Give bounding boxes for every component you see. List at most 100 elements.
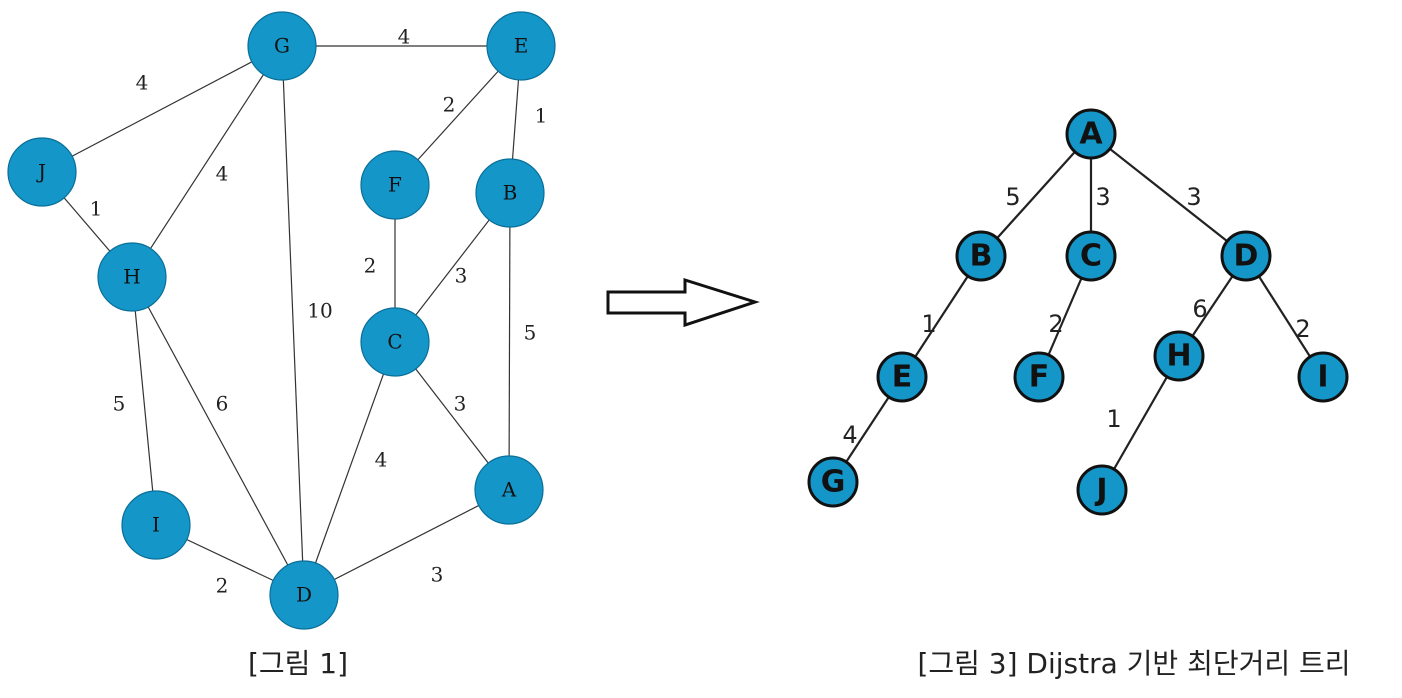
graph1-node-a: A bbox=[474, 455, 544, 525]
graph1-node-c: C bbox=[360, 307, 430, 377]
graph1-node-label: A bbox=[501, 478, 517, 502]
graph3-edge-weight-c-f: 2 bbox=[1048, 310, 1063, 338]
graph1-node-label: G bbox=[274, 34, 290, 58]
graph1-node-label: C bbox=[387, 330, 402, 354]
graph1-edge-g-d bbox=[281, 45, 305, 596]
graph3-node-b: B bbox=[955, 230, 1007, 282]
graph1-edge-weight-h-d: 6 bbox=[216, 392, 229, 416]
graph1-weights: 4 4 4 10 2 1 1 2 3 5 5 6 3 4 2 3 bbox=[90, 25, 548, 598]
graph1-node-circle bbox=[269, 560, 339, 630]
graph3-edge-a-b bbox=[980, 133, 1092, 257]
graph1-node-label: J bbox=[36, 160, 46, 184]
graph3-edge-weight-d-h: 6 bbox=[1192, 295, 1207, 323]
graph3-node-label: H bbox=[1166, 339, 1191, 374]
graph3-node-circle bbox=[807, 456, 859, 508]
graph3-node-circle bbox=[876, 351, 928, 403]
graph3-edge-weight-b-e: 1 bbox=[921, 310, 936, 338]
graph1-node-i: I bbox=[121, 490, 191, 560]
graph1-edge-weight-i-d: 2 bbox=[216, 574, 229, 598]
graph1-node-circle bbox=[474, 455, 544, 525]
graph1-edge-b-a bbox=[508, 192, 511, 491]
graph1-node-b: B bbox=[475, 158, 545, 228]
graph3-node-circle bbox=[1297, 351, 1349, 403]
right-arrow-icon bbox=[606, 277, 760, 328]
graph1-node-circle bbox=[486, 11, 556, 81]
graph1-edge-d-a bbox=[303, 489, 510, 596]
graph3-edge-weight-d-i: 2 bbox=[1295, 315, 1310, 343]
graph1-edge-weight-f-c: 2 bbox=[364, 254, 377, 278]
graph1-node-label: D bbox=[296, 583, 312, 607]
graph1-edge-g-h bbox=[131, 45, 283, 278]
graph1-node-j: J bbox=[7, 137, 77, 207]
graph3-node-label: D bbox=[1234, 239, 1259, 274]
graph3-edge-weight-a-c: 3 bbox=[1095, 183, 1110, 211]
graph1-node-f: F bbox=[360, 150, 430, 220]
graph1-node-d: D bbox=[269, 560, 339, 630]
graph3-node-label: G bbox=[821, 465, 846, 500]
graph1-node-circle bbox=[360, 307, 430, 377]
graph3-node-label: F bbox=[1029, 360, 1050, 395]
graph1-edge-weight-g-e: 4 bbox=[398, 25, 411, 49]
graph3-node-circle bbox=[1065, 108, 1117, 160]
figure3-caption: [그림 3] Dijstra 기반 최단거리 트리 bbox=[917, 647, 1350, 680]
graph3-edge-a-d bbox=[1090, 133, 1247, 257]
graph3-node-label: I bbox=[1317, 360, 1328, 395]
graph3-node-circle bbox=[955, 230, 1007, 282]
graph1-node-circle bbox=[360, 150, 430, 220]
graph3-edges bbox=[832, 133, 1324, 491]
graph1-node-circle bbox=[121, 490, 191, 560]
figure1-caption: [그림 1] bbox=[248, 647, 348, 680]
graph1-edge-weight-g-j: 4 bbox=[136, 71, 149, 95]
graph1-edge-c-d bbox=[303, 341, 396, 596]
graph1-edge-h-d bbox=[131, 276, 305, 596]
graph1-node-g: G bbox=[247, 11, 317, 81]
graph1-edge-weight-g-d: 10 bbox=[307, 299, 332, 323]
graph1-edge-weight-c-d: 4 bbox=[375, 448, 388, 472]
graph1-edge-weight-j-h: 1 bbox=[90, 197, 103, 221]
graph3-node-i: I bbox=[1297, 351, 1349, 403]
graph3-node-circle bbox=[1065, 230, 1117, 282]
graph3-node-h: H bbox=[1153, 330, 1205, 382]
graph1-node-circle bbox=[475, 158, 545, 228]
graph3-node-circle bbox=[1013, 351, 1065, 403]
graph1-edge-weight-g-h: 4 bbox=[216, 162, 229, 186]
graph3-node-g: G bbox=[807, 456, 859, 508]
graph1-node-h: H bbox=[97, 242, 167, 312]
graph3-node-f: F bbox=[1013, 351, 1065, 403]
graph3-node-label: B bbox=[970, 239, 993, 274]
graph1-node-label: F bbox=[388, 173, 402, 197]
graph3-nodes: A B C D E F H I G J bbox=[807, 108, 1349, 516]
graph3-node-label: A bbox=[1079, 117, 1103, 152]
graph3-node-label: C bbox=[1080, 239, 1102, 274]
graph3-edge-weight-h-j: 1 bbox=[1106, 405, 1121, 433]
graph1-node-circle bbox=[7, 137, 77, 207]
graph3-edge-weight-a-b: 5 bbox=[1005, 183, 1020, 211]
graph1-node-circle bbox=[97, 242, 167, 312]
graph1-node-circle bbox=[247, 11, 317, 81]
graph1-node-label: E bbox=[514, 34, 529, 58]
graph3-node-label: J bbox=[1094, 473, 1107, 508]
graph1-edge-g-j bbox=[41, 45, 283, 173]
graph3-edge-weight-a-d: 3 bbox=[1186, 183, 1201, 211]
graph1-edge-weight-h-i: 5 bbox=[113, 392, 126, 416]
graph1-edge-h-i bbox=[131, 276, 157, 526]
graph3-node-e: E bbox=[876, 351, 928, 403]
graph1-edge-weight-b-a: 5 bbox=[524, 321, 537, 345]
graph3-edge-h-j bbox=[1101, 355, 1180, 491]
graph1-edge-weight-e-b: 1 bbox=[535, 104, 548, 128]
graph3-weights: 5 3 3 1 2 6 2 4 1 bbox=[842, 183, 1310, 449]
graph3-node-circle bbox=[1220, 230, 1272, 282]
graph1-node-label: B bbox=[503, 181, 518, 205]
graph3-node-c: C bbox=[1065, 230, 1117, 282]
graph1-node-e: E bbox=[486, 11, 556, 81]
graph1-edge-weight-b-c: 3 bbox=[455, 264, 468, 288]
graph1-edges bbox=[41, 45, 522, 596]
graph1-edge-weight-c-a: 3 bbox=[454, 392, 467, 416]
graph3-node-j: J bbox=[1076, 464, 1128, 516]
graph1-nodes: G E J F B H C A I D bbox=[7, 11, 556, 630]
graph1-edge-weight-e-f: 2 bbox=[443, 93, 456, 117]
graph3-edge-weight-e-g: 4 bbox=[842, 421, 857, 449]
graph3-node-circle bbox=[1076, 464, 1128, 516]
graph3-node-circle bbox=[1153, 330, 1205, 382]
